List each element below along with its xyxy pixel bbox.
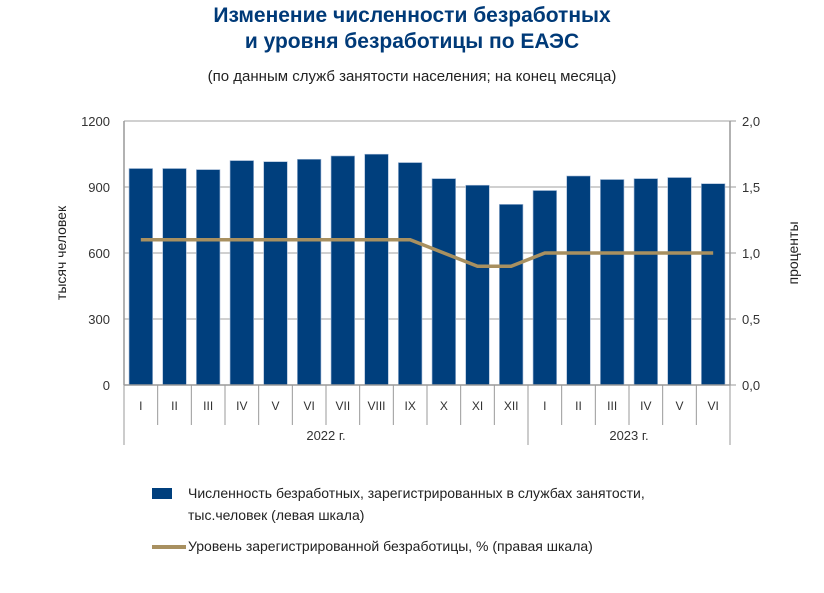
bar [667,177,692,386]
bar [600,179,625,386]
chart-title-line1: Изменение численности безработных [213,4,611,27]
bar [532,190,557,386]
y-tick-label: 900 [88,180,110,195]
x-tick-label: V [271,399,279,413]
x-tick-label: VI [707,399,718,413]
bar [633,178,658,386]
line-series [140,238,714,268]
x-tick-label: XI [472,399,483,413]
bar [566,175,591,386]
bar [196,169,221,386]
x-tick-label: IX [404,399,415,413]
y-tick-label: 0 [103,378,110,393]
x-tick-label: IV [640,399,651,413]
bar [499,204,524,386]
bar [465,184,490,386]
legend-bar-swatch [152,488,172,499]
x-tick-label: VI [303,399,314,413]
chart-title-line2: и уровня безработицы по ЕАЭС [244,30,580,53]
x-tick-label: XII [504,399,519,413]
x-tick-label: X [440,399,448,413]
bar [364,153,389,386]
x-tick-label: II [575,399,582,413]
legend-bar-label-2: тыс.человек (левая шкала) [188,507,365,523]
y2-tick-label: 1,5 [742,180,760,195]
legend-bar-label-1: Численность безработных, зарегистрирован… [188,485,645,501]
bar [128,168,153,386]
bar [398,162,423,386]
y2-axis-label: проценты [785,221,801,284]
bar [162,168,187,386]
legend-line-swatch [152,545,186,549]
chart-subtitle: (по данным служб занятости населения; на… [207,68,617,85]
bar [297,158,322,386]
x-tick-label: IV [236,399,247,413]
x-tick-label: I [543,399,546,413]
bar [330,155,355,386]
x-tick-label: VIII [367,399,385,413]
y-tick-label: 1200 [81,114,110,129]
x-tick-label: VII [335,399,350,413]
x-tick-label: I [139,399,142,413]
group-label: 2022 г. [306,428,345,443]
bar [263,161,288,386]
x-tick-label: III [607,399,617,413]
x-tick-label: III [203,399,213,413]
x-tick-label: II [171,399,178,413]
group-label: 2023 г. [609,428,648,443]
bar [431,178,456,386]
y2-tick-label: 1,0 [742,246,760,261]
y-axis-label: тысяч человек [53,205,69,300]
y2-tick-label: 0,0 [742,378,760,393]
y2-tick-label: 0,5 [742,312,760,327]
legend-line-label: Уровень зарегистрированной безработицы, … [188,538,593,554]
y-tick-label: 300 [88,312,110,327]
bar [701,183,726,386]
x-tick-label: V [675,399,683,413]
y2-tick-label: 2,0 [742,114,760,129]
y-tick-label: 600 [88,246,110,261]
bar [229,160,254,386]
